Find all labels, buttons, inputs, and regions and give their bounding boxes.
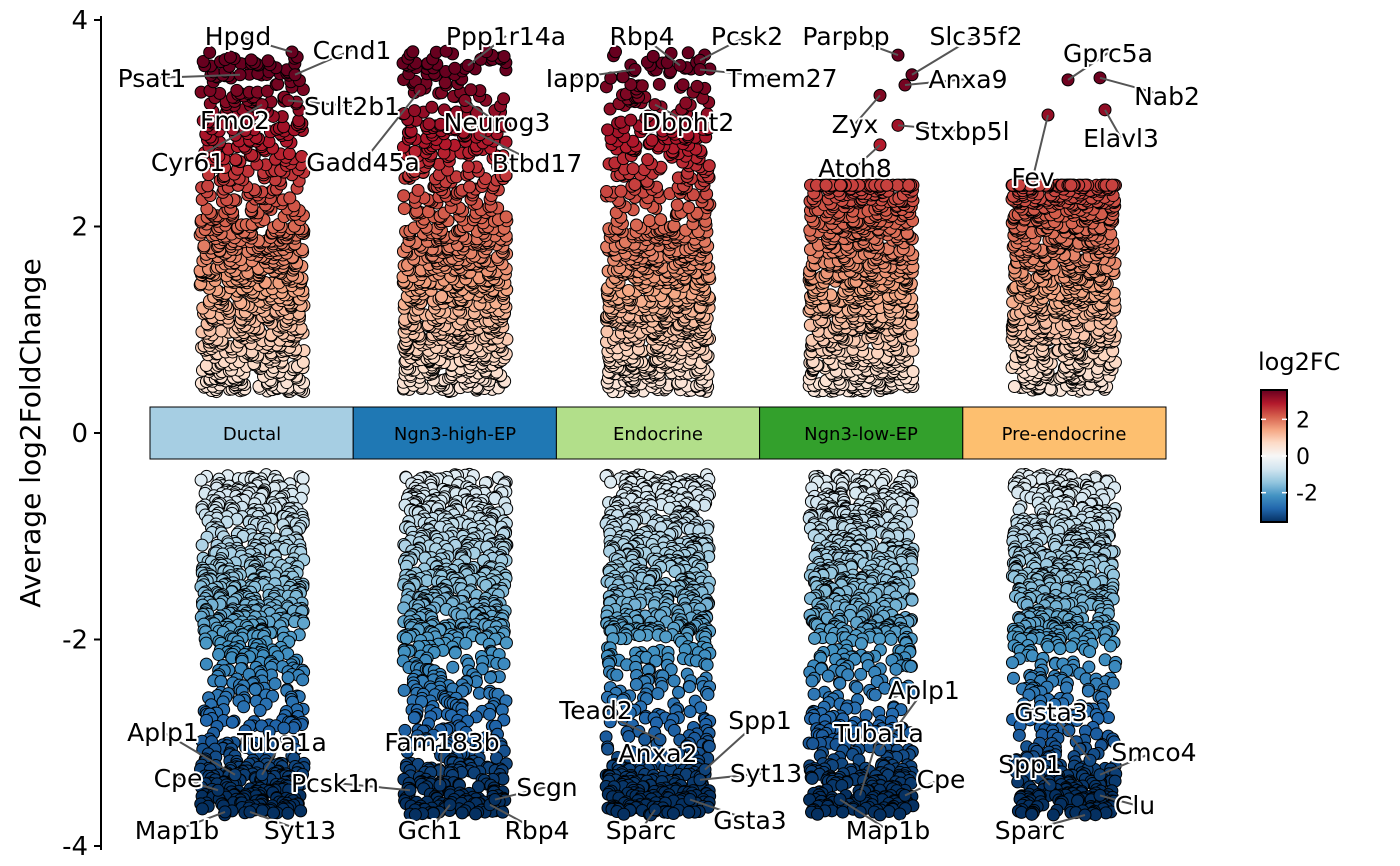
point [484,671,498,685]
point [469,807,483,821]
point [642,214,656,228]
point [632,629,646,643]
point [464,83,478,97]
point [626,162,640,176]
point [268,677,282,691]
point [483,707,497,721]
point [448,61,462,75]
point [459,636,473,650]
point [297,616,311,630]
point [399,631,413,645]
point [261,54,275,68]
point [411,183,425,197]
point [244,53,258,67]
point [230,83,244,97]
point [296,471,310,485]
point [199,713,213,727]
point [463,180,477,194]
point [197,239,211,253]
point [195,538,209,552]
point [422,117,436,131]
point [397,189,411,203]
points-layer [193,44,1123,822]
point [701,687,715,701]
point [629,218,643,232]
point [614,184,628,198]
point [672,685,686,699]
point [446,660,460,674]
point [201,179,215,193]
point [651,687,665,701]
point [229,153,243,167]
point [237,700,251,714]
point [212,648,226,662]
point [408,104,422,118]
point [225,715,239,729]
point [497,657,511,671]
point [199,636,213,650]
point [622,283,636,297]
point [600,185,614,199]
point [282,147,296,161]
point [497,92,511,106]
point [406,45,420,59]
point [281,671,295,685]
point [670,198,684,212]
point [682,200,696,214]
point [604,475,618,489]
point [499,636,513,650]
point [199,657,213,671]
point [610,668,624,682]
point [253,704,267,718]
point [659,630,673,644]
point [397,683,411,697]
point [214,674,228,688]
point [195,802,209,816]
point [667,674,681,688]
point [407,711,421,725]
point [223,50,237,64]
point [682,680,696,694]
point [425,100,439,114]
point [629,677,643,691]
point [461,160,475,174]
point [397,202,411,216]
point [194,473,208,487]
point [296,673,310,687]
point [654,213,668,227]
point [497,49,511,63]
point [435,289,449,303]
point [448,646,462,660]
point [700,658,714,672]
